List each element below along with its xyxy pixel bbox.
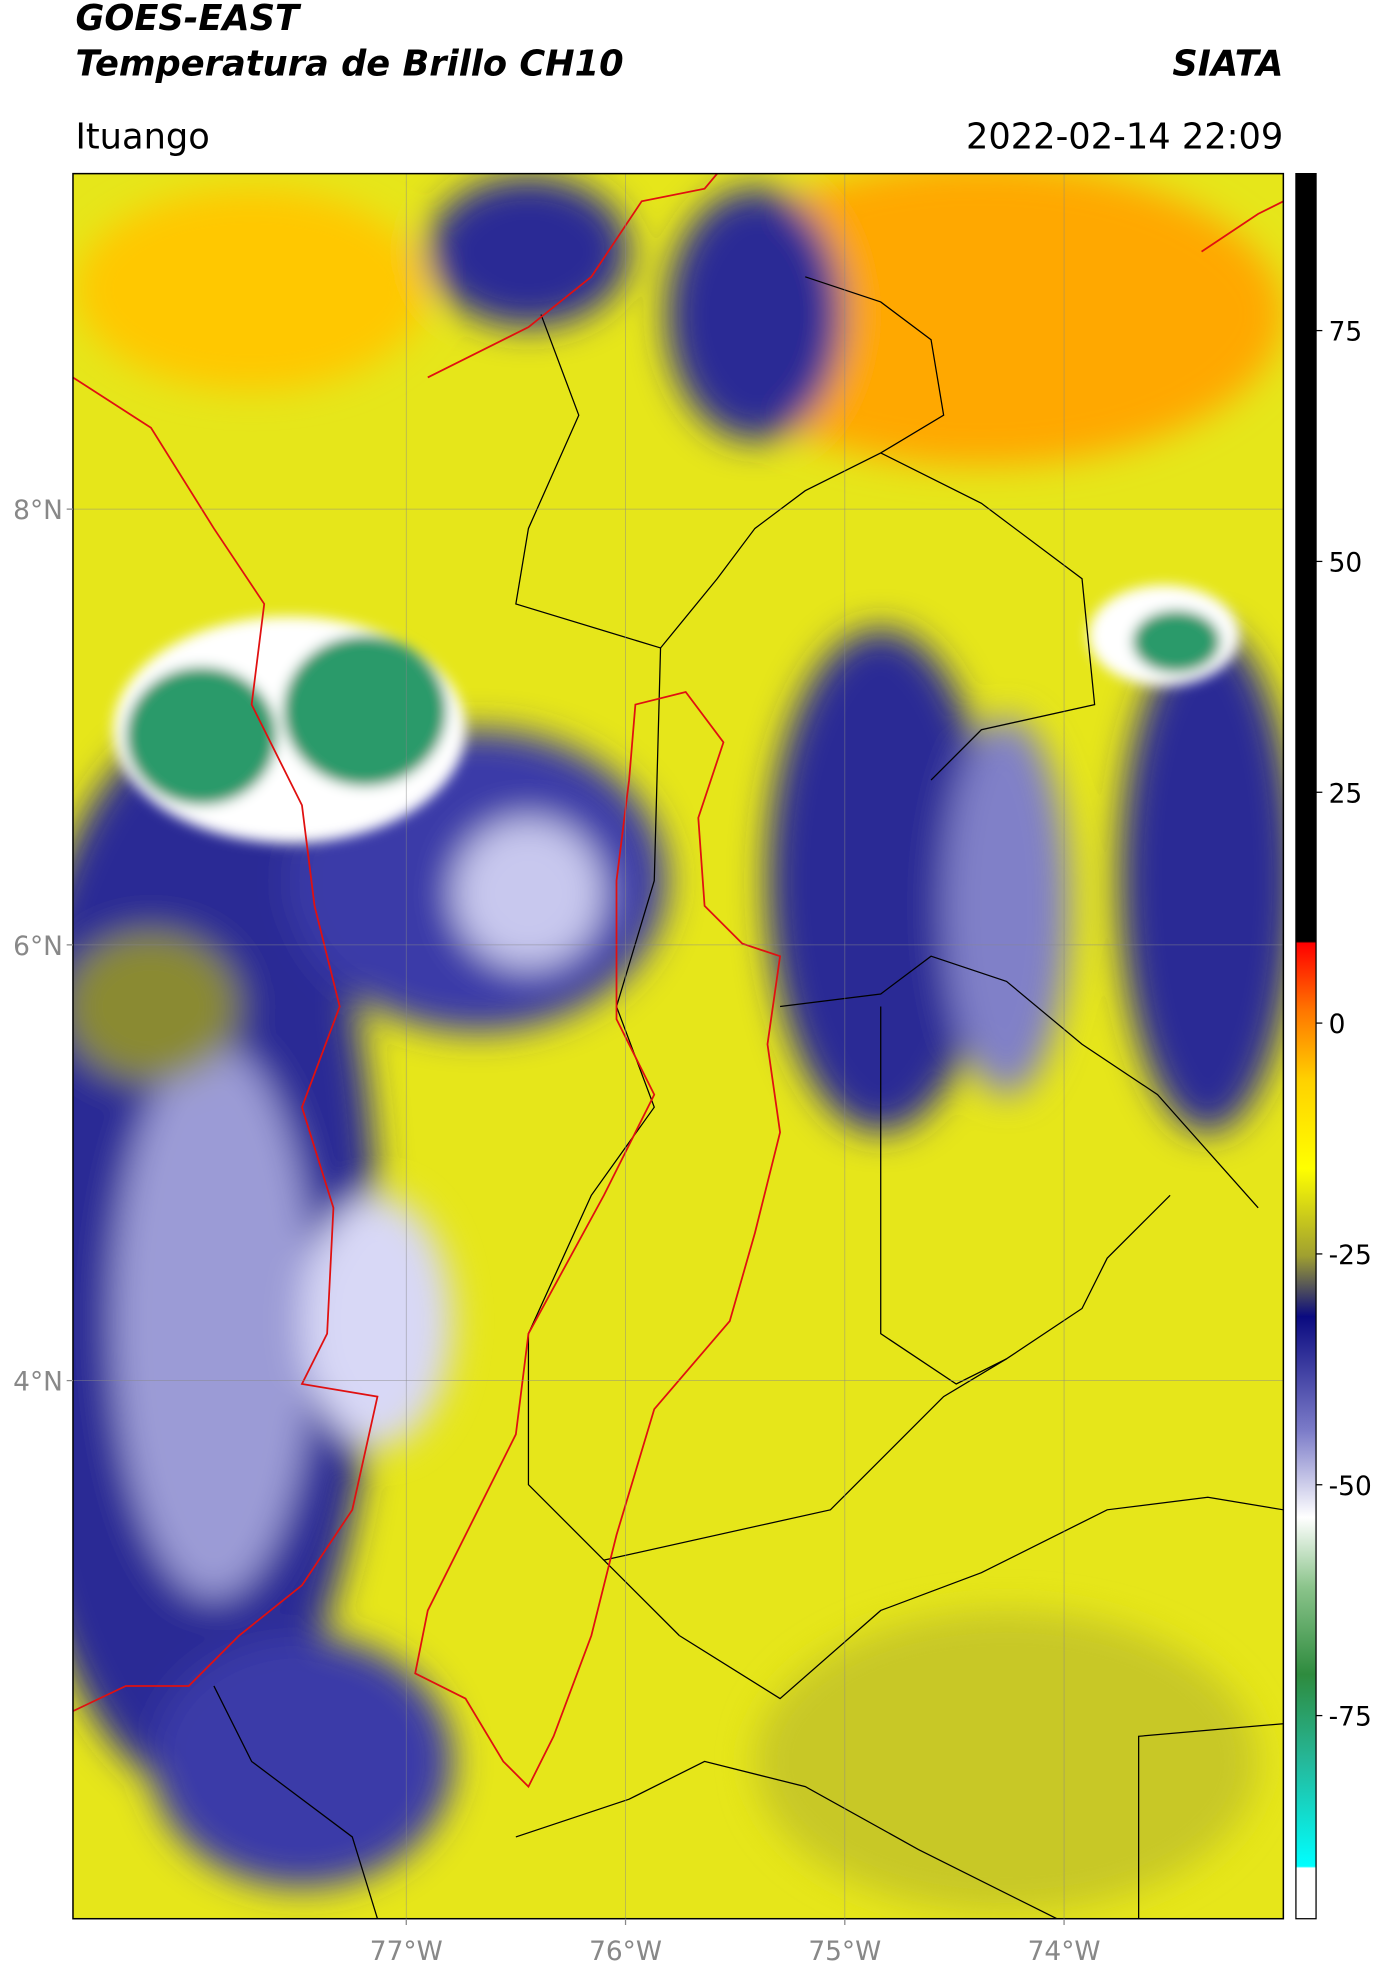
satellite-image [72,173,1284,1919]
x-tick-label: 75°W [808,1936,881,1967]
location: Ituango [75,116,209,157]
colorbar-tick-label: -50 [1329,1471,1372,1502]
colorbar-tick-label: 25 [1329,778,1363,809]
gridlines [72,173,1284,1919]
y-tick-label: 6°N [13,931,63,962]
colorbar-tick-label: 75 [1329,317,1363,348]
datetime: 2022-02-14 22:09 [966,116,1283,157]
map-frame [72,172,1285,1920]
x-tick-label: 76°W [589,1936,662,1967]
y-tick-label: 4°N [13,1367,63,1398]
x-tick-label: 74°W [1028,1936,1101,1967]
ticks: 77°W 76°W 75°W 74°W 4°N 6°N 8°N -75 -50 -25 0 25 50 7… [13,317,1372,1968]
colorbar-tick-label: -25 [1329,1240,1372,1271]
colorbar-tick-label: 50 [1329,547,1363,578]
y-tick-label: 8°N [13,495,63,526]
x-tick-label: 77°W [370,1936,443,1967]
colorbar-tick-label: -75 [1329,1702,1372,1733]
subtitle: Temperatura de Brillo CH10 [75,43,623,84]
title: GOES-EAST [75,0,302,39]
source: SIATA [1172,43,1283,84]
colorbar-tick-label: 0 [1329,1009,1346,1040]
colorbar [1295,172,1317,1920]
